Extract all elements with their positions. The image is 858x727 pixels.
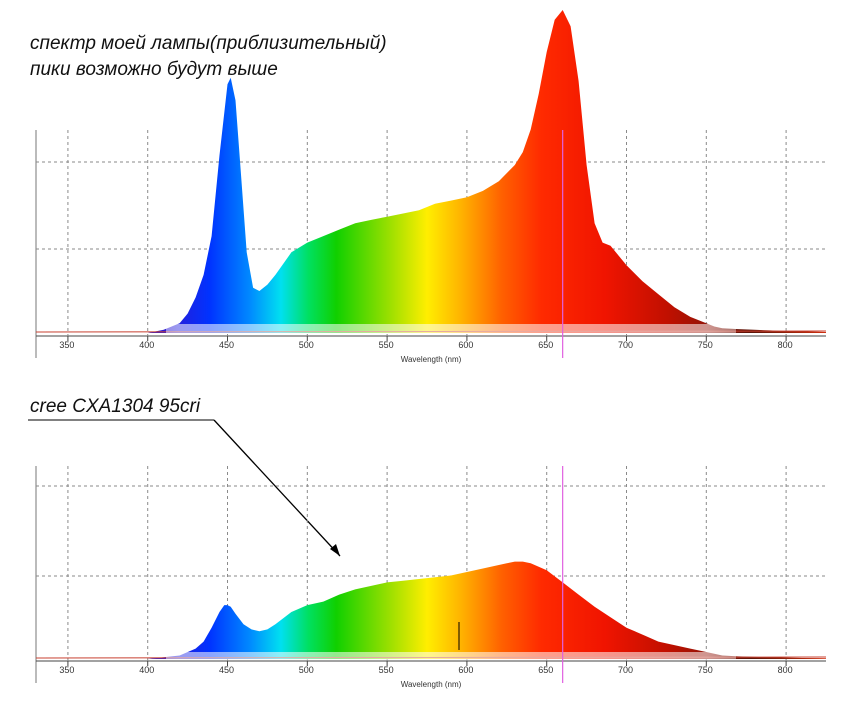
x-tick-label: 350 [59, 665, 74, 675]
spectrum-area [36, 10, 826, 333]
x-tick-label: 600 [458, 665, 473, 675]
annotation-lamp-line-1: спектр моей лампы(приблизительный) [30, 33, 387, 54]
x-tick-label: 600 [458, 340, 473, 350]
x-tick-label: 750 [698, 340, 713, 350]
x-tick-label: 750 [698, 665, 713, 675]
x-tick-label: 550 [379, 340, 394, 350]
x-tick-label: 500 [299, 665, 314, 675]
x-tick-label: 650 [538, 340, 553, 350]
x-tick-label: 650 [538, 665, 553, 675]
x-tick-label: 350 [59, 340, 74, 350]
x-tick-label: 450 [219, 340, 234, 350]
annotation-arrow-line [213, 419, 341, 557]
x-tick-label: 400 [139, 340, 154, 350]
annotation-cree-label: cree CXA1304 95cri [30, 396, 201, 417]
x-tick-label: 550 [379, 665, 394, 675]
cree-cxa1304-spectrum-chart: 350 400 450 500 550 600 650 700 750 800 Wavelength… [35, 466, 827, 689]
x-axis-label: Wavelength (nm) [401, 355, 462, 364]
x-tick-label: 450 [219, 665, 234, 675]
x-tick-label: 700 [618, 665, 633, 675]
x-tick-label: 500 [299, 340, 314, 350]
x-tick-label: 700 [618, 340, 633, 350]
x-tick-label: 400 [139, 665, 154, 675]
spectrum-area [36, 561, 826, 659]
annotation-lamp-line-2: пики возможно будут выше [30, 59, 278, 80]
lamp-spectrum-chart: 350 400 450 500 550 600 650 700 750 800 Wavelength… [35, 10, 827, 364]
x-axis-label: Wavelength (nm) [401, 680, 462, 689]
x-tick-label: 800 [778, 340, 793, 350]
annotation-arrowhead [330, 544, 340, 556]
x-tick-label: 800 [778, 665, 793, 675]
baseline-highlight-band [166, 324, 736, 334]
baseline-highlight-band [166, 652, 736, 660]
